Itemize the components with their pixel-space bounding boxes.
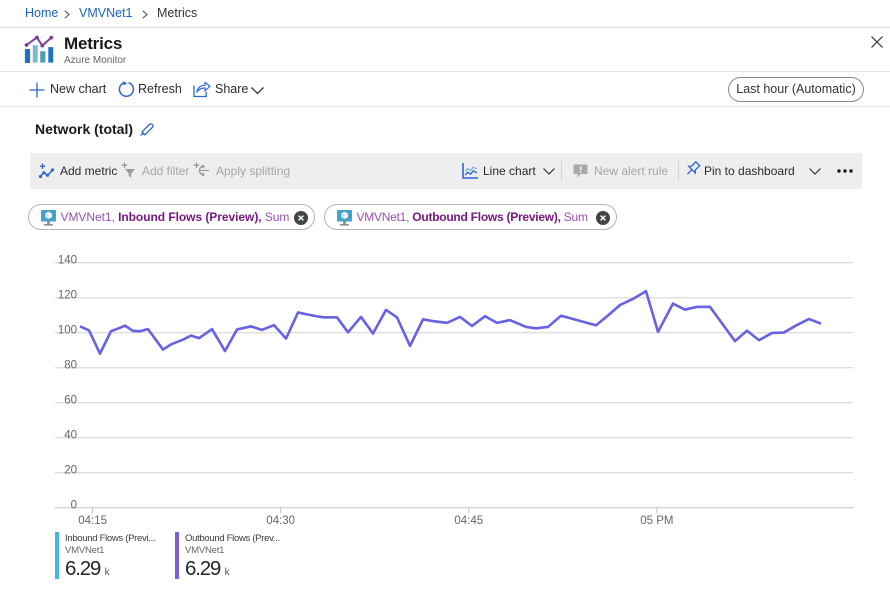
- svg-text:40: 40: [64, 429, 77, 441]
- svg-text:60: 60: [64, 394, 77, 406]
- svg-text:20: 20: [64, 464, 77, 476]
- svg-text:120: 120: [58, 289, 77, 301]
- svg-text:140: 140: [58, 254, 77, 266]
- svg-text:0: 0: [71, 499, 77, 511]
- svg-text:04:30: 04:30: [266, 515, 295, 527]
- svg-text:04:15: 04:15: [78, 515, 107, 527]
- svg-text:05 PM: 05 PM: [640, 515, 673, 527]
- svg-text:100: 100: [58, 324, 77, 336]
- svg-text:80: 80: [64, 359, 77, 371]
- svg-text:04:45: 04:45: [454, 515, 483, 527]
